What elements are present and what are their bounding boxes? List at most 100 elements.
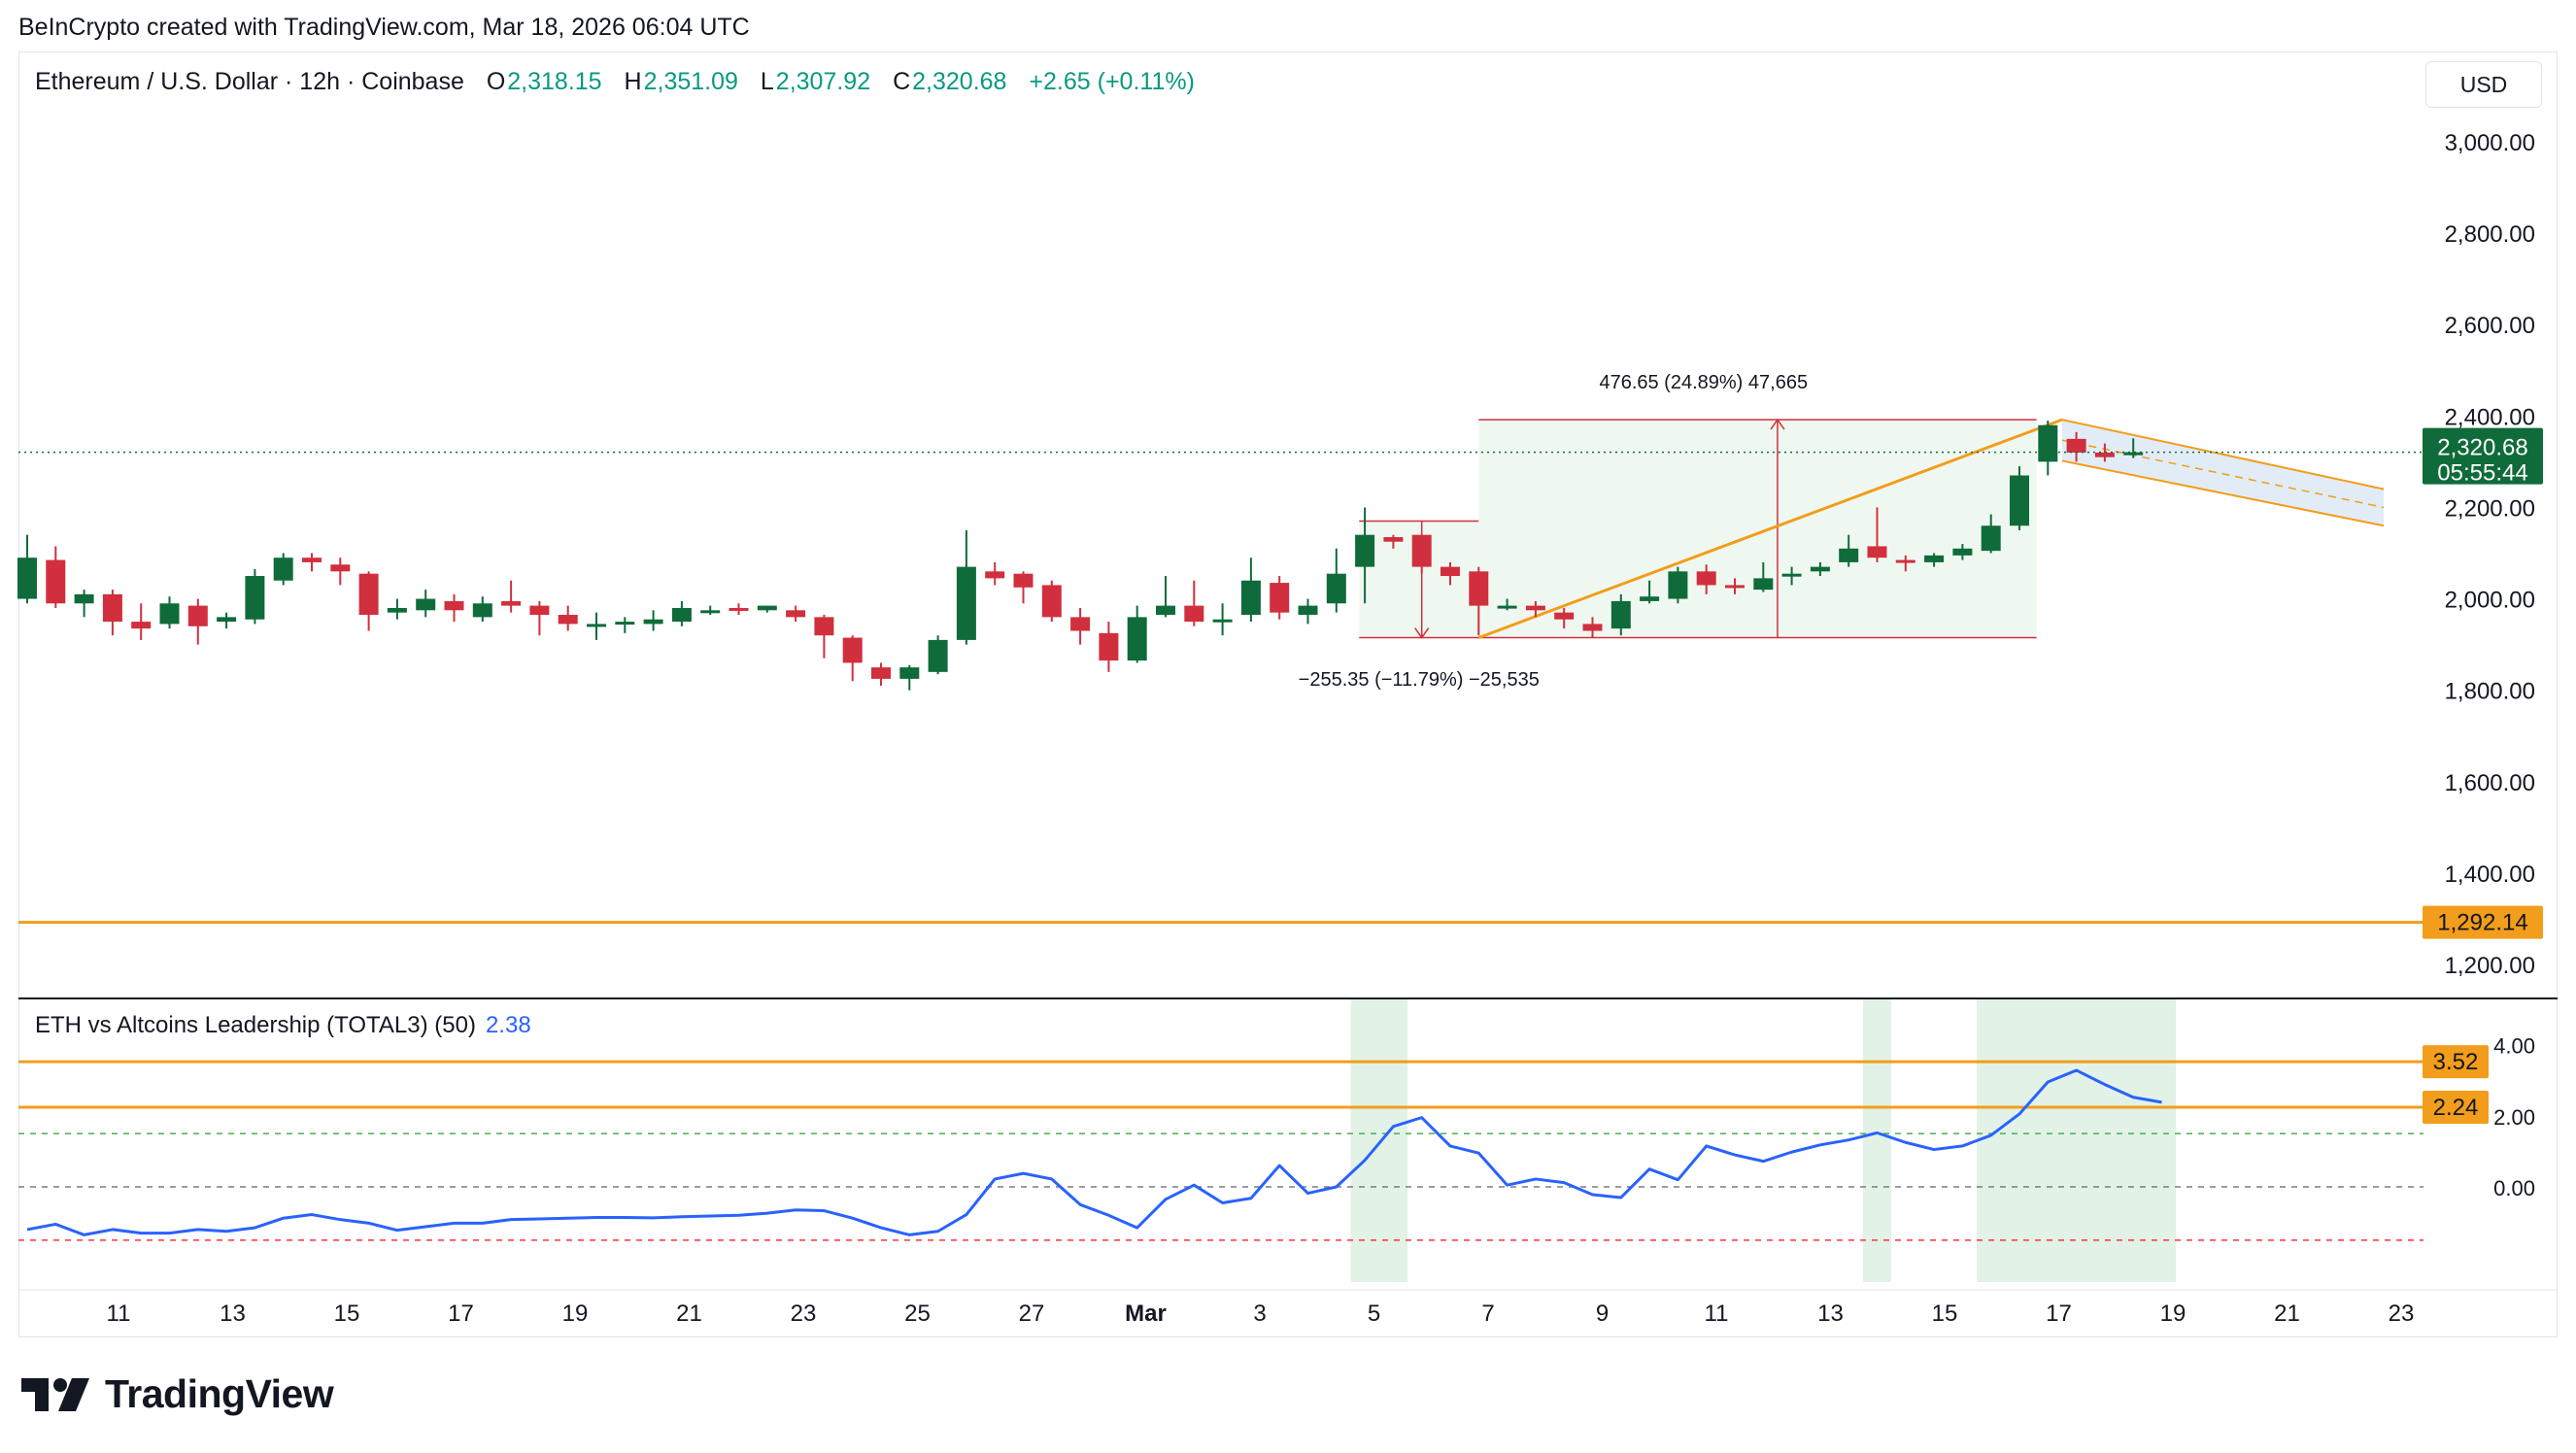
indicator-legend[interactable]: ETH vs Altcoins Leadership (TOTAL3) (50)… (35, 1012, 531, 1039)
indicator-title: ETH vs Altcoins Leadership (TOTAL3) (50) (35, 1012, 476, 1038)
candle-up (1326, 573, 1346, 604)
candle-up (17, 558, 37, 599)
indicator-level-label-bg (2423, 1091, 2489, 1125)
time-axis-tick: 13 (1817, 1301, 1844, 1327)
current-price-label-bg (2423, 427, 2543, 485)
candle-down (330, 564, 351, 572)
price-axis-tick: 2,000.00 (2445, 588, 2535, 614)
candle-down (1270, 583, 1290, 613)
candle-up (2010, 475, 2029, 526)
tradingview-logo[interactable]: TradingView (21, 1371, 334, 1417)
price-axis-tick: 2,600.00 (2445, 313, 2535, 339)
candle-down (302, 558, 322, 562)
close-label: C (893, 68, 911, 95)
candle-up (956, 566, 976, 640)
candle-down (1525, 605, 1545, 611)
candle-down (1441, 566, 1460, 577)
time-axis-tick: 23 (791, 1301, 817, 1327)
candle-up (643, 619, 663, 625)
candle-up (1924, 555, 1945, 562)
candle-down (1013, 573, 1034, 588)
price-axis-tick: 1,600.00 (2445, 770, 2535, 796)
tradingview-wordmark: TradingView (105, 1371, 334, 1416)
indicator-level-label-bg (2423, 1045, 2489, 1079)
candle-down (1895, 559, 1915, 563)
chart-frame (18, 51, 2558, 1337)
candle-up (472, 603, 492, 618)
candle-up (1497, 605, 1517, 609)
time-axis-tick: Mar (1125, 1301, 1167, 1327)
low-label: L (760, 68, 774, 95)
candle-down (1554, 612, 1575, 620)
candle-down (1411, 534, 1432, 567)
candle-up (1839, 548, 1859, 562)
candle-up (387, 607, 407, 613)
candle-down (529, 605, 550, 616)
currency-button[interactable]: USD (2425, 61, 2542, 108)
candle-up (1753, 578, 1774, 591)
symbol-title: Ethereum / U.S. Dollar · 12h · Coinbase (35, 68, 464, 95)
candle-down (1582, 624, 1603, 631)
time-axis-tick: 23 (2389, 1301, 2415, 1327)
time-axis-tick: 15 (1932, 1301, 1958, 1327)
candle-up (1355, 534, 1375, 567)
candle-up (1156, 605, 1175, 616)
measure-box-up (1478, 420, 2037, 638)
channel-upper-line (2061, 419, 2385, 490)
candle-up (2123, 452, 2144, 456)
candle-up (1127, 617, 1147, 661)
measure-label-up: 476.65 (24.89%) 47,665 (1599, 372, 1808, 393)
candle-down (729, 607, 749, 611)
candle-down (444, 600, 464, 611)
time-axis-tick: 17 (2046, 1301, 2072, 1327)
candle-down (985, 571, 1005, 579)
indicator-value: 2.38 (485, 1012, 531, 1038)
time-axis-tick: 17 (448, 1301, 474, 1327)
time-axis-tick: 5 (1368, 1301, 1380, 1327)
indicator-highlight-zone (1977, 998, 2177, 1282)
candle-down (1383, 537, 1404, 542)
candle-up (1298, 605, 1318, 616)
time-axis-tick: 3 (1253, 1301, 1266, 1327)
time-axis-tick: 11 (107, 1301, 131, 1327)
indicator-series-line (26, 1068, 2162, 1236)
candle-down (842, 637, 863, 663)
candle-up (245, 576, 265, 620)
candle-up (899, 667, 920, 679)
candle-up (671, 607, 692, 623)
candle-up (217, 617, 237, 623)
candle-up (159, 603, 180, 625)
low-value: 2,307.92 (775, 68, 871, 95)
time-axis-tick: 21 (2274, 1301, 2300, 1327)
time-axis-tick: 13 (220, 1301, 246, 1327)
price-axis-tick: 3,000.00 (2445, 130, 2535, 156)
open-value: 2,318.15 (507, 68, 602, 95)
candle-down (558, 615, 578, 625)
time-axis-tick: 11 (1705, 1301, 1729, 1327)
time-axis-tick: 25 (904, 1301, 931, 1327)
indicator-level-label: 2.24 (2433, 1095, 2479, 1121)
measure-arrowhead-up (1770, 418, 1785, 430)
candle-down (1099, 632, 1119, 661)
candle-down (46, 559, 66, 604)
candle-up (1610, 600, 1631, 629)
price-axis-tick: 1,200.00 (2445, 953, 2535, 979)
candle-up (2038, 424, 2058, 462)
candle-down (1184, 605, 1204, 623)
candle-down (1469, 571, 1489, 606)
price-axis-tick: 2,800.00 (2445, 221, 2535, 248)
chart-credit: BeInCrypto created with TradingView.com,… (18, 14, 750, 41)
support-price-label: 1,292.14 (2437, 910, 2527, 936)
indicator-highlight-zone (1350, 998, 1408, 1282)
candle-down (1070, 617, 1091, 631)
indicator-axis-tick: 4.00 (2493, 1034, 2535, 1059)
candle-down (501, 600, 522, 606)
candle-down (358, 573, 379, 616)
price-axis-tick: 2,400.00 (2445, 404, 2535, 430)
time-axis-tick: 15 (334, 1301, 360, 1327)
candle-up (928, 639, 948, 672)
candle-down (2066, 438, 2086, 453)
candle-down (1725, 585, 1745, 589)
candle-up (1240, 580, 1261, 616)
